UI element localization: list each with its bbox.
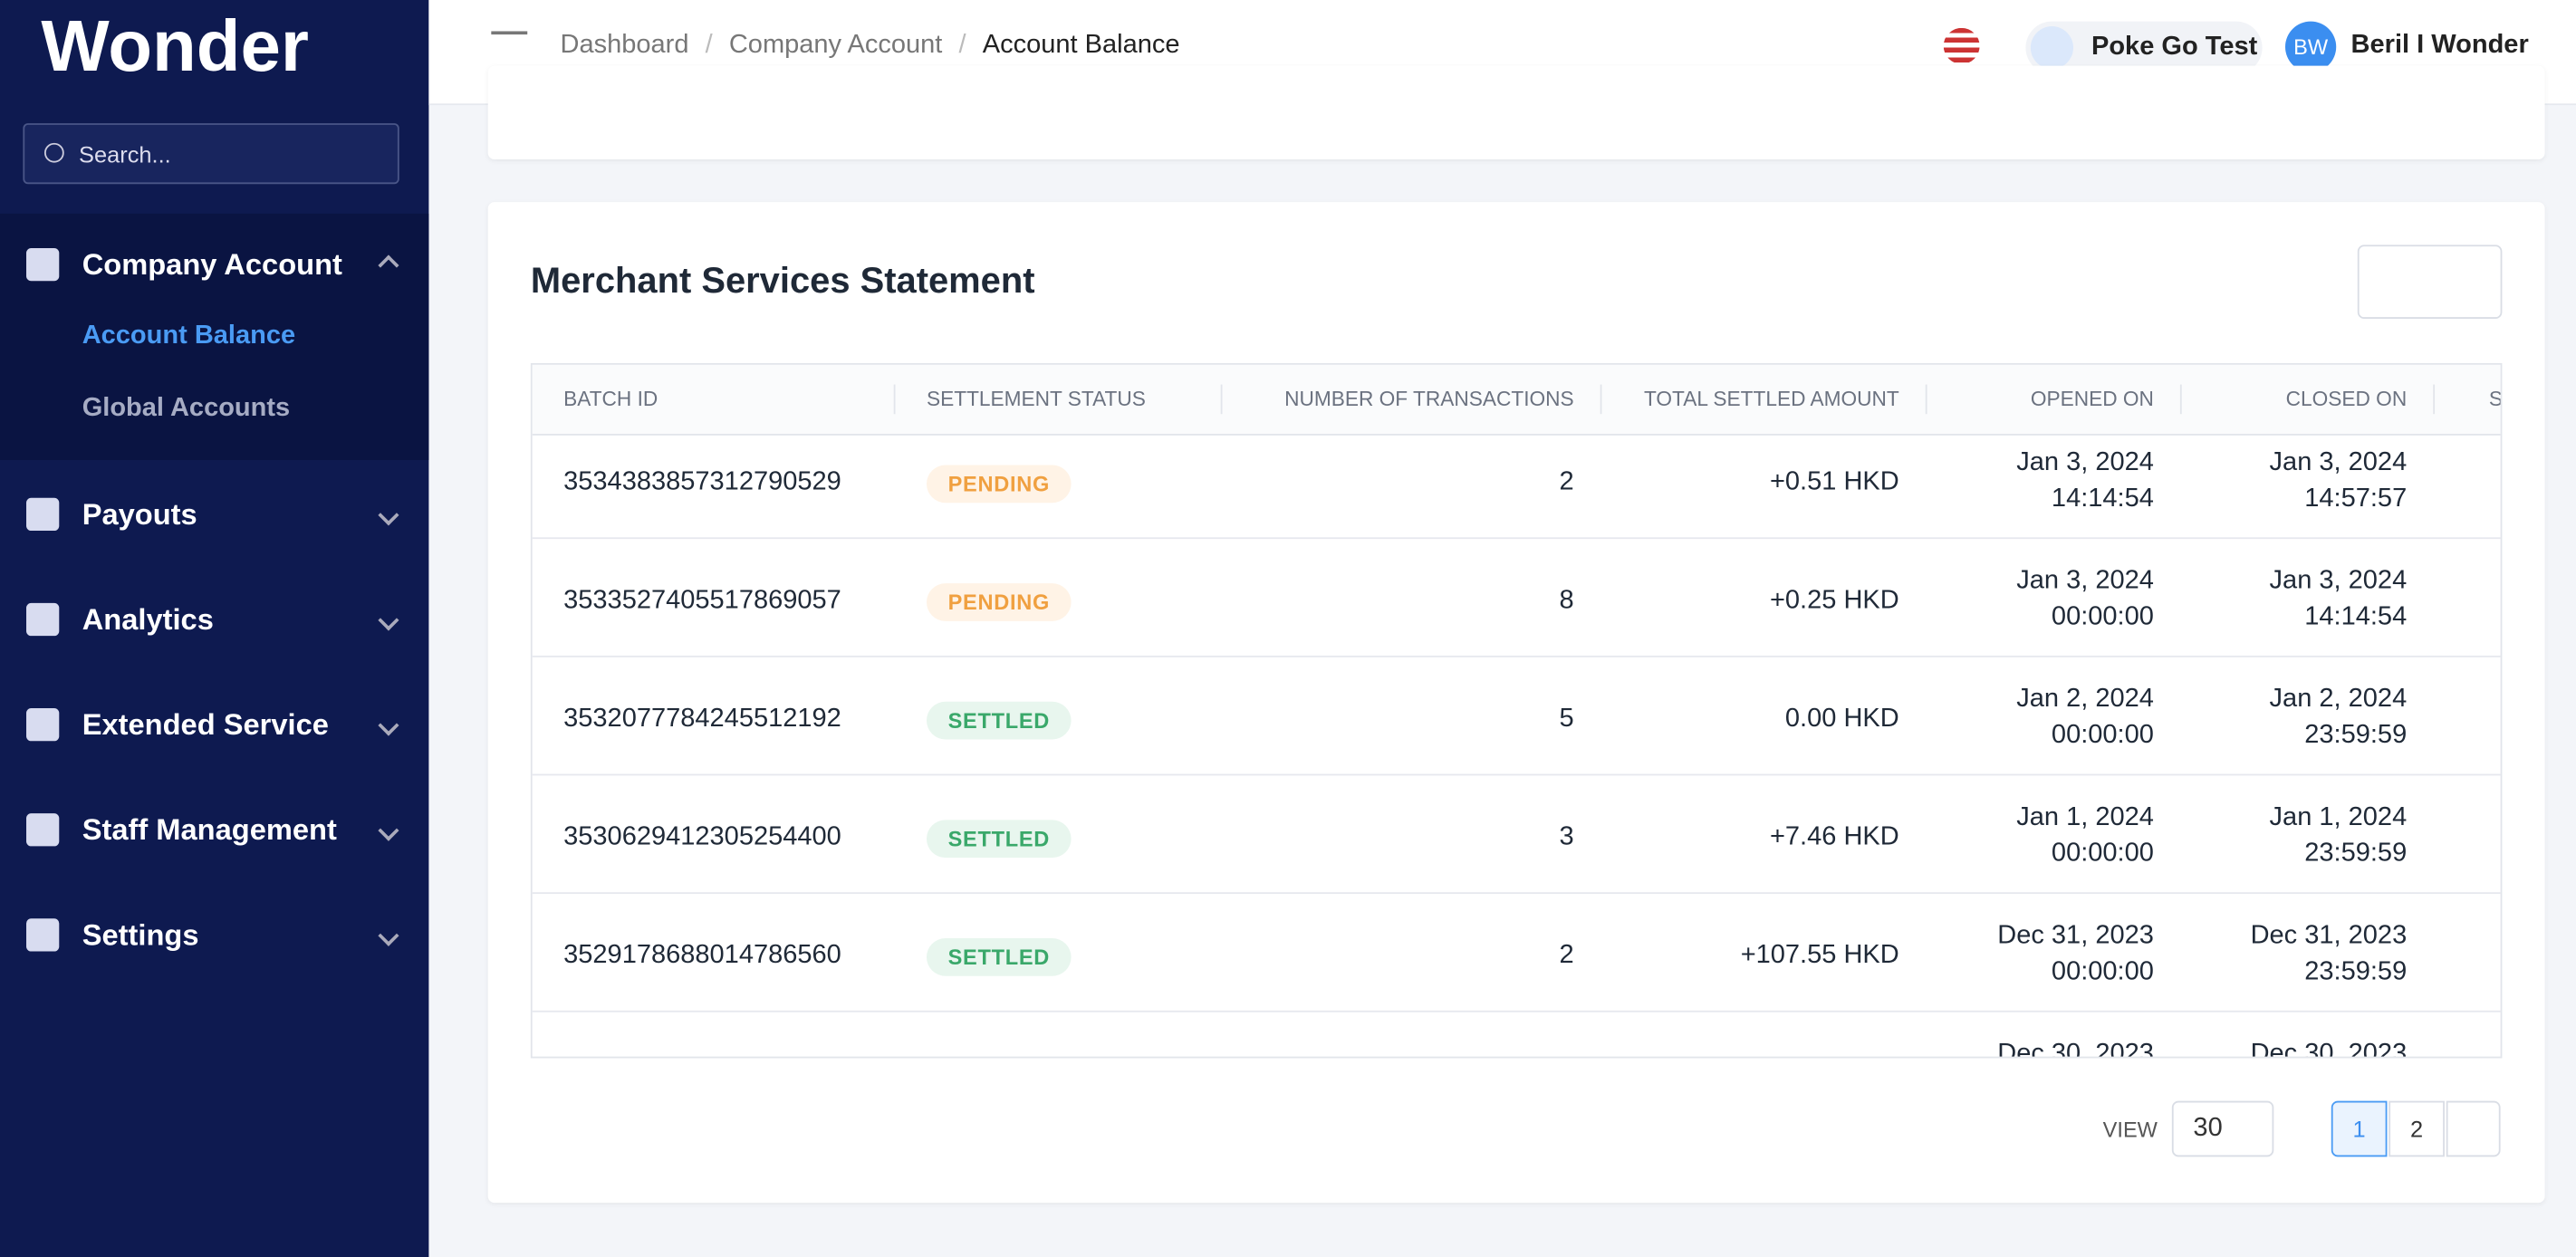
card-title: Merchant Services Statement (530, 259, 1035, 302)
status-badge: SETTLED (926, 938, 1072, 976)
batch-id: 3530629412305254400 (563, 823, 841, 851)
column-header: BATCH ID (563, 388, 658, 411)
batch-id: 3529178688014786560 (563, 941, 841, 970)
settled-amount: +7.46 HKD (1769, 823, 1899, 851)
sub-nav-item[interactable]: Account Balance (82, 321, 296, 350)
time: 00:00:00 (2051, 840, 2154, 868)
column-divider (1600, 384, 1602, 415)
column-divider (1220, 384, 1223, 415)
column-header: S (2488, 388, 2503, 411)
transaction-count: 2 (1559, 941, 1574, 970)
row-divider (532, 655, 2501, 657)
transaction-count: 2 (1559, 468, 1574, 496)
nav-label: Payouts (82, 496, 197, 531)
nav-label: Extended Service (82, 707, 329, 741)
date: Dec 30, 2023 (2250, 1040, 2408, 1059)
date: Dec 31, 2023 (2250, 921, 2408, 950)
batch-id: 3532077784245512192 (563, 705, 841, 734)
flag[interactable] (1943, 27, 1980, 64)
search-box[interactable]: Search... (23, 123, 399, 185)
status-badge: PENDING (926, 465, 1072, 504)
time: 14:14:54 (2051, 485, 2154, 513)
settled-amount: +107.55 HKD (1740, 941, 1899, 970)
status-badge: SETTLED (926, 701, 1072, 740)
page-button[interactable]: 1 (2331, 1100, 2388, 1157)
row-divider (532, 537, 2501, 540)
company-switch[interactable]: Poke Go Test (2025, 21, 2263, 74)
next-page-button[interactable] (2446, 1100, 2501, 1157)
date: Jan 3, 2024 (2269, 448, 2408, 477)
time: 23:59:59 (2304, 721, 2408, 750)
date: Dec 30, 2023 (1997, 1040, 2154, 1059)
date: Dec 31, 2023 (1997, 921, 2154, 950)
column-header: NUMBER OF TRANSACTIONS (1284, 388, 1574, 411)
column-divider (2433, 384, 2436, 415)
nav-item[interactable]: Settings (0, 902, 428, 968)
nav-item[interactable]: Company Account (0, 232, 428, 298)
date: Jan 1, 2024 (2269, 803, 2408, 832)
menu-toggle[interactable] (491, 31, 528, 72)
breadcrumb[interactable]: Dashboard (560, 31, 689, 60)
column-divider (1925, 384, 1927, 415)
page-button[interactable]: 2 (2389, 1100, 2445, 1157)
time: 23:59:59 (2304, 840, 2408, 868)
row-divider (532, 892, 2501, 895)
transaction-count: 8 (1559, 586, 1574, 615)
nav-item[interactable]: Payouts (0, 482, 428, 548)
top-card (487, 65, 2545, 159)
date: Jan 3, 2024 (2016, 566, 2154, 595)
row-divider (532, 773, 2501, 776)
avatar[interactable]: BW (2284, 21, 2337, 72)
breadcrumb[interactable]: Company Account (728, 31, 943, 60)
date: Jan 1, 2024 (2016, 803, 2154, 832)
status-badge: SETTLED (926, 820, 1072, 859)
column-divider (2179, 384, 2182, 415)
column-divider (893, 384, 896, 415)
nav-label: Staff Management (82, 812, 337, 846)
time: 00:00:00 (2051, 957, 2154, 986)
table: BATCH ID SETTLEMENT STATUS NUMBER OF TRANS… (530, 362, 2503, 1059)
time: 00:00:00 (2051, 721, 2154, 750)
search-placeholder: Search... (79, 141, 171, 168)
company-name: Poke Go Test (2091, 33, 2258, 62)
user-name[interactable]: Beril I Wonder (2350, 31, 2529, 60)
nav-label: Analytics (82, 601, 214, 636)
date: Jan 3, 2024 (2269, 566, 2408, 595)
settled-amount: 0.00 HKD (1784, 705, 1899, 734)
nav-item[interactable]: Staff Management (0, 797, 428, 863)
page-size-select[interactable]: 30 (2171, 1100, 2274, 1157)
search-filter-buttons[interactable] (2357, 245, 2503, 319)
status-badge: PENDING (926, 583, 1072, 621)
column-header: OPENED ON (2030, 388, 2154, 411)
time: 14:14:54 (2304, 602, 2408, 631)
column-header: SETTLEMENT STATUS (926, 388, 1146, 411)
time: 00:00:00 (2051, 602, 2154, 631)
view-label: VIEW (2102, 1117, 2158, 1143)
date: Jan 2, 2024 (2016, 685, 2154, 714)
nav-item[interactable]: Analytics (0, 587, 428, 653)
date: Jan 2, 2024 (2269, 685, 2408, 714)
time: 23:59:59 (2304, 957, 2408, 986)
column-header: CLOSED ON (2285, 388, 2408, 411)
breadcrumb: Account Balance (982, 31, 1180, 60)
settled-amount: +0.25 HKD (1769, 586, 1899, 615)
column-header: TOTAL SETTLED AMOUNT (1643, 388, 1899, 411)
batch-id: 3533527405517869057 (563, 586, 841, 615)
nav-item[interactable]: Extended Service (0, 692, 428, 758)
sub-nav-item[interactable]: Global Accounts (82, 394, 291, 423)
settled-amount: +0.51 HKD (1769, 468, 1899, 496)
date: Jan 3, 2024 (2016, 448, 2154, 477)
nav-label: Settings (82, 917, 199, 951)
logo: Wonder (41, 6, 309, 88)
sidebar: Wonder Search... Company Account Account … (0, 0, 429, 1257)
time: 14:57:57 (2304, 485, 2408, 513)
transaction-count: 5 (1559, 705, 1574, 734)
row-divider (532, 1010, 2501, 1012)
transaction-count: 3 (1559, 823, 1574, 851)
nav-label: Company Account (82, 247, 342, 281)
batch-id: 3534383857312790529 (563, 468, 841, 496)
